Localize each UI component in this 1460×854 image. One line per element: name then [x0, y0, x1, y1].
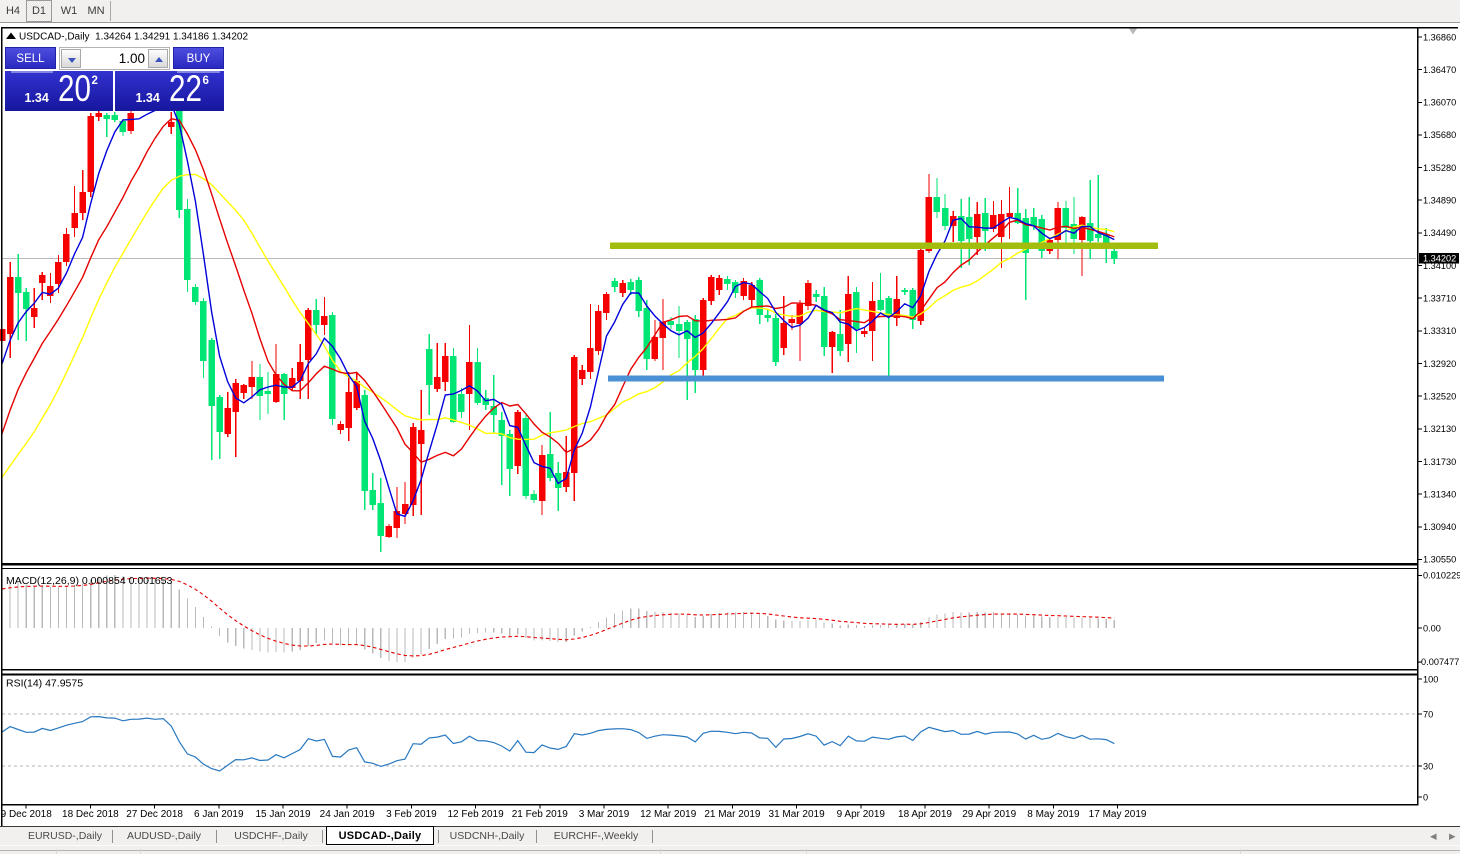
svg-text:21 Mar 2019: 21 Mar 2019 — [704, 809, 761, 820]
svg-text:9 Apr 2019: 9 Apr 2019 — [837, 809, 886, 820]
svg-text:3 Mar 2019: 3 Mar 2019 — [579, 809, 630, 820]
svg-text:24 Jan 2019: 24 Jan 2019 — [320, 809, 375, 820]
svg-text:1.35680: 1.35680 — [1423, 130, 1456, 140]
svg-text:-0.007477: -0.007477 — [1418, 657, 1459, 667]
svg-text:1.31730: 1.31730 — [1423, 457, 1456, 467]
svg-text:12 Feb 2019: 12 Feb 2019 — [448, 809, 505, 820]
svg-text:1.34890: 1.34890 — [1423, 196, 1456, 206]
svg-text:17 May 2019: 17 May 2019 — [1089, 809, 1147, 820]
svg-text:100: 100 — [1423, 674, 1438, 684]
svg-text:8 May 2019: 8 May 2019 — [1027, 809, 1080, 820]
svg-text:3 Feb 2019: 3 Feb 2019 — [386, 809, 437, 820]
svg-text:29 Apr 2019: 29 Apr 2019 — [962, 809, 1016, 820]
svg-text:31 Mar 2019: 31 Mar 2019 — [769, 809, 826, 820]
svg-text:1.32920: 1.32920 — [1423, 359, 1456, 369]
svg-text:27 Dec 2018: 27 Dec 2018 — [126, 809, 183, 820]
svg-text:70: 70 — [1423, 709, 1433, 719]
svg-text:1.35280: 1.35280 — [1423, 163, 1456, 173]
svg-text:18 Dec 2018: 18 Dec 2018 — [62, 809, 119, 820]
svg-text:0: 0 — [1423, 792, 1428, 802]
svg-text:1.31340: 1.31340 — [1423, 489, 1456, 499]
svg-text:6 Jan 2019: 6 Jan 2019 — [194, 809, 244, 820]
svg-text:1.34100: 1.34100 — [1423, 261, 1456, 271]
svg-text:1.32520: 1.32520 — [1423, 391, 1456, 401]
svg-text:1.36860: 1.36860 — [1423, 32, 1456, 42]
svg-text:21 Feb 2019: 21 Feb 2019 — [512, 809, 569, 820]
svg-text:1.30550: 1.30550 — [1423, 555, 1456, 565]
svg-text:12 Mar 2019: 12 Mar 2019 — [640, 809, 697, 820]
svg-text:15 Jan 2019: 15 Jan 2019 — [255, 809, 310, 820]
svg-text:0.010229: 0.010229 — [1423, 571, 1460, 581]
svg-text:1.33710: 1.33710 — [1423, 294, 1456, 304]
svg-text:USDCAD-,Daily 1.34264 1.34291: USDCAD-,Daily 1.34264 1.34291 1.34186 1.… — [19, 32, 248, 43]
svg-text:1.32130: 1.32130 — [1423, 424, 1456, 434]
svg-text:1.36470: 1.36470 — [1423, 65, 1456, 75]
svg-text:1.36070: 1.36070 — [1423, 98, 1456, 108]
svg-text:1.34202: 1.34202 — [1423, 253, 1456, 263]
svg-text:9 Dec 2018: 9 Dec 2018 — [1, 809, 53, 820]
svg-text:1.33310: 1.33310 — [1423, 326, 1456, 336]
svg-text:RSI(14) 47.9575: RSI(14) 47.9575 — [6, 678, 83, 690]
svg-text:1.34490: 1.34490 — [1423, 228, 1456, 238]
svg-text:30: 30 — [1423, 761, 1433, 771]
svg-text:MACD(12,26,9) 0.000854 0.00165: MACD(12,26,9) 0.000854 0.001653 — [6, 575, 173, 587]
svg-text:18 Apr 2019: 18 Apr 2019 — [898, 809, 952, 820]
svg-text:0.00: 0.00 — [1423, 623, 1441, 633]
svg-text:1.30940: 1.30940 — [1423, 522, 1456, 532]
